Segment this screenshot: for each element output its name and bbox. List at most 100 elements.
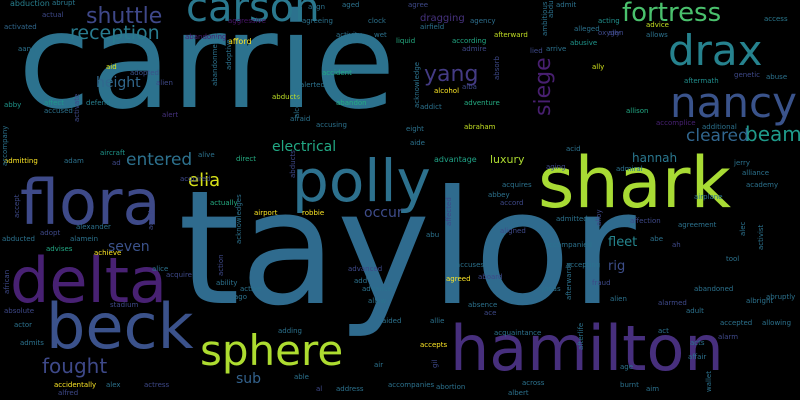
word: acquired: [180, 175, 211, 183]
word: allie: [430, 317, 445, 325]
word: oxygen: [598, 29, 624, 37]
word: abruptly: [766, 293, 796, 301]
word: taylor: [178, 157, 636, 341]
word: accompany: [1, 125, 9, 166]
word: abandoning: [185, 33, 227, 41]
word: affected: [445, 197, 453, 226]
word: aim: [646, 385, 660, 393]
word: ability: [216, 279, 238, 287]
word: accident: [322, 69, 352, 77]
word: alloy: [595, 209, 603, 226]
word: action: [217, 254, 225, 276]
word: achieve: [94, 249, 122, 257]
word: accomplice: [656, 119, 696, 127]
word: abortion: [436, 383, 466, 391]
word: eight: [406, 125, 424, 133]
word: adam: [64, 157, 84, 165]
word: alexander: [76, 223, 111, 231]
word: affection: [630, 217, 661, 225]
word: abandon: [336, 99, 367, 107]
word: agency: [470, 17, 496, 25]
word: admitted: [556, 215, 588, 223]
word: accepts: [420, 341, 448, 349]
word: abandoned: [694, 285, 734, 293]
word: adult: [686, 307, 704, 315]
word: acting: [598, 17, 620, 25]
word: agent: [147, 209, 155, 230]
word: luxury: [490, 153, 525, 166]
word: accusing: [316, 121, 347, 129]
word: arrive: [546, 45, 567, 53]
word: beck: [46, 290, 194, 363]
word: act: [658, 327, 669, 335]
word: alien: [610, 295, 627, 303]
word: alert: [162, 111, 179, 119]
word: admire: [462, 45, 487, 53]
word: burnt: [620, 381, 639, 389]
word: adding: [278, 327, 303, 335]
word: alerted: [300, 81, 325, 89]
word: agreed: [446, 275, 471, 283]
word: sphere: [200, 326, 344, 375]
word: shuttle: [86, 4, 163, 29]
word: rig: [608, 259, 626, 274]
word: advantage: [434, 155, 477, 164]
word: activate: [73, 93, 81, 122]
word: adoptive: [225, 39, 233, 70]
word: agreement: [678, 221, 717, 229]
word: afterwards: [565, 262, 573, 300]
word: active: [240, 285, 262, 293]
word: accused: [44, 107, 73, 115]
word: advises: [46, 245, 73, 253]
word: activity: [336, 31, 362, 39]
word: drax: [668, 26, 763, 75]
word: aftermath: [684, 77, 719, 85]
word: accuses: [456, 261, 485, 269]
word: actually: [210, 199, 238, 207]
word: aang: [18, 45, 36, 53]
word: accompanied: [545, 241, 592, 249]
word: acknowledges: [235, 194, 243, 244]
word: lied: [530, 47, 543, 55]
word: alcohol: [434, 87, 460, 95]
word: alice: [152, 265, 169, 273]
word: alfred: [58, 389, 79, 397]
word: abduction: [10, 0, 50, 8]
word: abducts: [289, 150, 297, 178]
word: alarmed: [658, 299, 687, 307]
word: adopted: [130, 69, 159, 77]
word: add: [354, 277, 368, 285]
word: fortress: [622, 0, 722, 28]
word: afford: [228, 37, 252, 46]
word: ally: [608, 29, 621, 37]
word: agree: [408, 1, 429, 9]
word: acquire: [166, 271, 192, 279]
word: abu: [426, 231, 440, 239]
word: additional: [702, 123, 737, 131]
word: ago: [234, 293, 248, 301]
word: affect: [44, 99, 65, 107]
word: carrie: [18, 0, 396, 139]
word: defend: [86, 99, 111, 107]
word: abraham: [464, 123, 496, 131]
word: alarm: [718, 333, 739, 341]
word: advice: [646, 21, 669, 29]
word: cleared: [686, 126, 749, 146]
word: acknowledge: [413, 61, 421, 108]
word: acquires: [502, 181, 532, 189]
word: abducting: [547, 0, 555, 18]
word: align: [308, 3, 326, 11]
word: accepting: [566, 261, 601, 269]
word: delta: [10, 244, 168, 317]
word: fought: [42, 354, 108, 378]
word: acquaintance: [494, 329, 542, 337]
word: gil: [431, 359, 439, 368]
word: according: [452, 37, 487, 45]
word: admit: [556, 1, 577, 9]
word: sub: [236, 371, 262, 387]
word: aircraft: [100, 149, 126, 157]
word: actress: [144, 381, 170, 389]
word: afraid: [290, 115, 311, 123]
word: abducted: [2, 235, 35, 243]
